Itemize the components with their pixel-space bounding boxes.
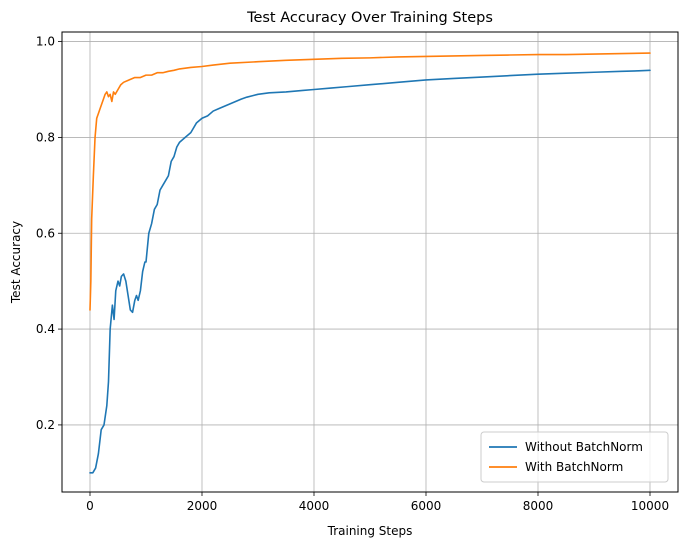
x-tick-label: 0 xyxy=(86,499,94,513)
series-line-with-batchnorm xyxy=(89,52,651,311)
tick-layer: 0 2000 4000 6000 8000 10000 0.2 0.4 0.6 0.8 1.0 xyxy=(36,35,669,513)
y-tick-label: 0.6 xyxy=(36,226,55,240)
grid-layer xyxy=(62,32,678,492)
legend-label: Without BatchNorm xyxy=(525,440,643,454)
y-tick-label: 0.4 xyxy=(36,322,55,336)
legend: Without BatchNorm With BatchNorm xyxy=(480,431,669,483)
x-axis-label: Training Steps xyxy=(327,524,413,538)
chart-title: Test Accuracy Over Training Steps xyxy=(246,10,493,26)
series-line-without-batchnorm xyxy=(89,69,651,474)
y-tick-label: 1.0 xyxy=(36,35,55,49)
x-tick-label: 2000 xyxy=(187,499,218,513)
x-tick-label: 8000 xyxy=(523,499,554,513)
x-tick-label: 4000 xyxy=(299,499,330,513)
legend-box xyxy=(480,431,669,483)
y-tick-label: 0.8 xyxy=(36,130,55,144)
x-tick-label: 6000 xyxy=(411,499,442,513)
x-tick-label: 10000 xyxy=(631,499,669,513)
plot-frame xyxy=(61,31,679,493)
y-axis-label: Test Accuracy xyxy=(9,221,23,304)
legend-label: With BatchNorm xyxy=(525,460,623,474)
series-layer xyxy=(89,52,651,474)
y-tick-label: 0.2 xyxy=(36,418,55,432)
